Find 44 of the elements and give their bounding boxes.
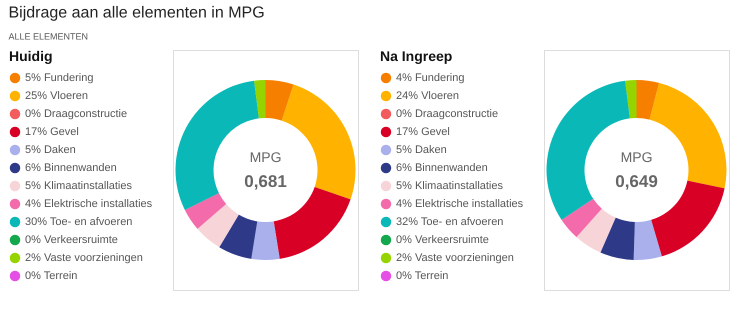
legend-label: 5% Daken (25, 144, 76, 156)
donut-slice (184, 193, 226, 229)
donut-slice (251, 221, 280, 260)
donut-slice (600, 218, 635, 260)
donut-slice (634, 220, 662, 260)
chart-title: Bijdrage aan alle elementen in MPG (8, 4, 265, 22)
legend-label: 0% Draagconstructie (25, 108, 128, 120)
text: 0,681 (244, 172, 287, 191)
legend-label: 30% Toe- en afvoeren (25, 216, 132, 228)
legend-label: 6% Binnenwanden (396, 162, 488, 174)
legend-label: 4% Elektrische installaties (25, 198, 153, 210)
legend-label: 5% Klimaatinstallaties (396, 180, 504, 192)
legend-title: Na Ingreep (380, 48, 452, 64)
text: MPG (250, 149, 282, 165)
donut-slice (562, 198, 602, 238)
donut-slice (219, 214, 258, 259)
legend-label: 17% Gevel (396, 126, 450, 138)
legend-label: 25% Vloeren (25, 90, 88, 102)
legend-label: 0% Verkeersruimte (25, 234, 118, 246)
legend-label: 17% Gevel (25, 126, 79, 138)
legend-label: 5% Fundering (25, 72, 94, 84)
legend-label: 5% Klimaatinstallaties (25, 180, 132, 192)
donut-slice (266, 80, 294, 121)
legend-label: 6% Binnenwanden (25, 162, 117, 174)
text: 0,649 (615, 172, 658, 191)
donut-slice (636, 80, 660, 120)
legend-label: 4% Fundering (396, 72, 464, 84)
legend-title: Huidig (9, 48, 53, 64)
donut-slice (197, 204, 239, 248)
legend-label: 24% Vloeren (396, 90, 459, 102)
legend-label: 2% Vaste voorzieningen (396, 252, 514, 264)
legend-label: 0% Draagconstructie (396, 108, 498, 120)
chart-subtitle: ALLE ELEMENTEN (8, 32, 88, 42)
text: MPG (620, 149, 652, 165)
legend-label: 5% Daken (396, 144, 447, 156)
legend-label: 2% Vaste voorzieningen (25, 252, 143, 264)
donut-slice (576, 208, 616, 252)
legend-label: 4% Elektrische installaties (396, 198, 524, 210)
legend-label: 0% Verkeersruimte (396, 234, 489, 246)
legend-label: 32% Toe- en afvoeren (396, 216, 504, 228)
donut-slice (625, 80, 636, 118)
legend-label: 0% Terrein (25, 270, 78, 282)
donut-slice (254, 80, 266, 118)
legend-label: 0% Terrein (396, 270, 448, 282)
